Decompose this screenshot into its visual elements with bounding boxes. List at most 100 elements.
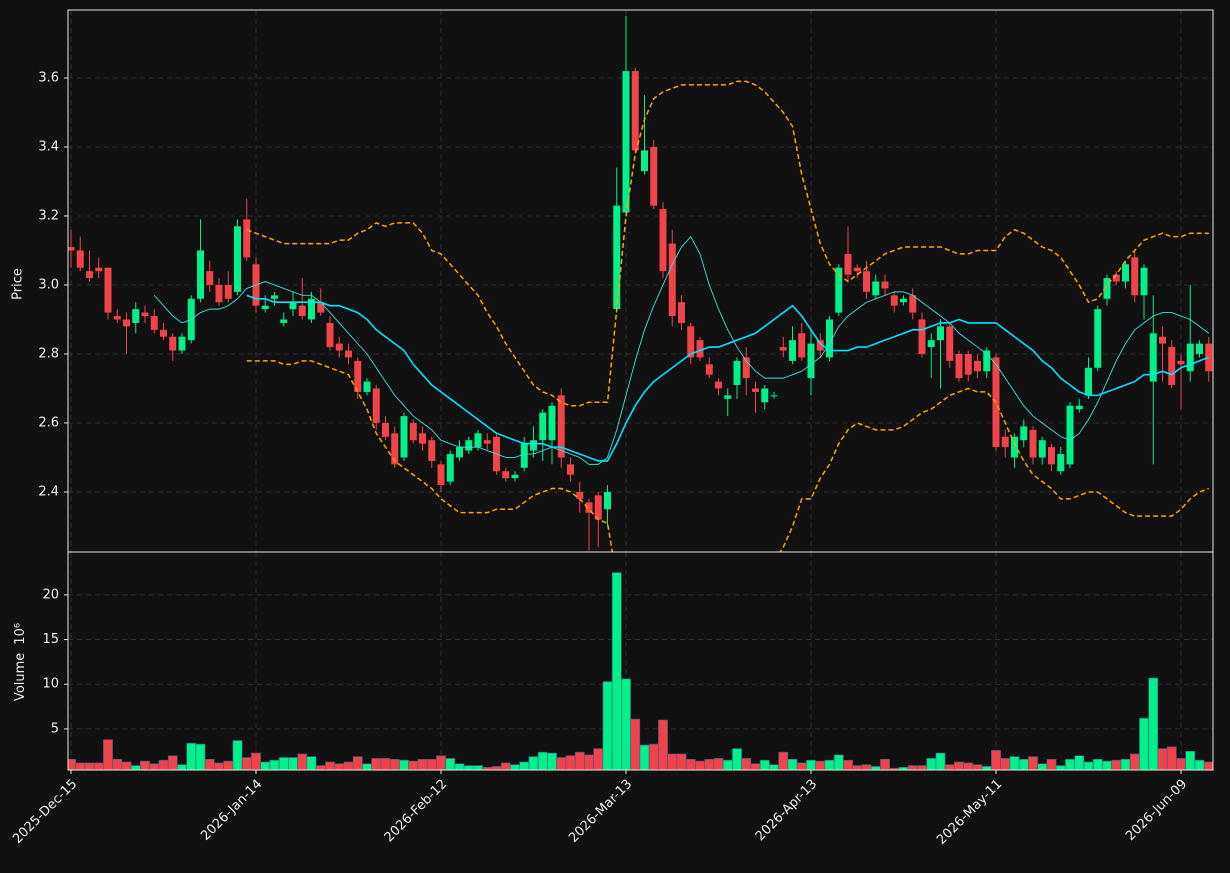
- volume-bar: [630, 718, 641, 770]
- candle-body: [622, 71, 630, 213]
- candle-body: [761, 388, 769, 403]
- volume-bar: [870, 766, 881, 770]
- candle-body: [1122, 264, 1129, 282]
- volume-bar: [1139, 717, 1149, 770]
- volume-bar: [445, 758, 456, 770]
- volume-bar: [861, 764, 872, 770]
- candle-body: [520, 443, 528, 468]
- candle-body: [95, 267, 103, 272]
- candle-body: [271, 295, 278, 299]
- y-tick-label: 2.6: [38, 415, 59, 430]
- candle-body: [1112, 274, 1120, 282]
- candle-body: [354, 360, 362, 392]
- candle-body: [659, 209, 667, 272]
- candle-body: [511, 474, 519, 479]
- volume-frame: [67, 551, 1214, 771]
- volume-bar: [1055, 765, 1066, 770]
- candle-body: [705, 364, 713, 375]
- candle-body: [335, 343, 343, 351]
- candle-body: [363, 381, 371, 392]
- candle-body: [567, 464, 574, 475]
- volume-bar: [602, 681, 613, 770]
- candle-body: [1001, 436, 1009, 448]
- volume-label: Volume: [13, 653, 28, 701]
- volume-bar: [1074, 755, 1085, 770]
- volume-bar: [204, 758, 215, 770]
- y-tick-label: 2.8: [38, 346, 59, 361]
- candle-body: [400, 416, 408, 458]
- volume-bar: [325, 761, 335, 770]
- volume-bar: [926, 758, 937, 770]
- volume-bar: [648, 743, 659, 770]
- volume-bar: [565, 755, 576, 770]
- y-tick-label: 3.0: [38, 277, 59, 292]
- y-tick-label: 3.2: [38, 208, 59, 223]
- candle-body: [419, 433, 426, 444]
- volume-bar: [1037, 763, 1048, 770]
- candle-body: [345, 350, 352, 358]
- volume-bar: [1148, 677, 1159, 770]
- candle-body: [696, 340, 704, 358]
- candle-body: [742, 357, 750, 379]
- candle-body: [169, 336, 177, 351]
- volume-bar: [288, 757, 298, 770]
- volume-bar: [1009, 756, 1020, 770]
- volume-tick-label: 10: [42, 677, 59, 692]
- volume-bar: [75, 762, 86, 770]
- candle-body: [816, 340, 824, 351]
- volume-bar: [574, 751, 585, 770]
- volume-bar: [759, 759, 770, 770]
- candle-body: [585, 502, 593, 513]
- volume-bar: [214, 762, 224, 770]
- candle-body: [1131, 257, 1139, 296]
- candle-body: [844, 253, 852, 275]
- candle-body: [483, 440, 491, 444]
- volume-bar: [722, 759, 733, 770]
- y-tick-label: 3.6: [38, 70, 59, 85]
- volume-bar: [1129, 753, 1140, 770]
- volume-bar: [537, 751, 548, 770]
- candle-body: [576, 491, 584, 499]
- candle-body: [1149, 333, 1157, 382]
- candle-body: [557, 395, 565, 458]
- volume-bar: [297, 753, 308, 770]
- candle-body: [502, 471, 510, 479]
- candle-body: [160, 329, 167, 337]
- volume-bar: [954, 761, 964, 770]
- volume-bar: [963, 762, 974, 770]
- candle-body: [178, 336, 186, 351]
- candle-body: [668, 243, 676, 317]
- candle-body: [1011, 436, 1018, 458]
- volume-bar: [685, 758, 696, 770]
- candle-body: [1196, 343, 1203, 354]
- volume-bar: [158, 759, 169, 770]
- volume-bar: [1018, 758, 1029, 770]
- volume-bar: [417, 758, 428, 770]
- candle-body: [1159, 336, 1166, 344]
- y-tick-label: 2.4: [38, 484, 59, 499]
- overlay-line: [246, 294, 1210, 462]
- volume-bar: [232, 740, 243, 770]
- volume-bar: [584, 754, 594, 770]
- candle-body: [900, 298, 907, 303]
- price-axis-label: Price: [11, 268, 26, 300]
- volume-bar: [454, 763, 465, 770]
- candle-body: [715, 381, 722, 389]
- candle-body: [1075, 405, 1083, 410]
- volume-bar: [796, 762, 807, 770]
- volume-tick-label: 15: [42, 632, 59, 647]
- candle-body: [1140, 267, 1148, 296]
- volume-bar: [1083, 761, 1094, 770]
- volume-bar: [639, 744, 650, 770]
- volume-bar: [334, 763, 345, 770]
- candle-body: [724, 395, 732, 399]
- volume-bar: [1028, 756, 1038, 770]
- volume-bar: [1102, 760, 1112, 770]
- candle-body: [456, 447, 463, 458]
- y-tick-label: 3.4: [38, 139, 59, 154]
- candle-body: [1177, 360, 1185, 365]
- candle-body: [1066, 405, 1074, 465]
- candle-body: [428, 440, 436, 461]
- volume-bar: [121, 761, 132, 770]
